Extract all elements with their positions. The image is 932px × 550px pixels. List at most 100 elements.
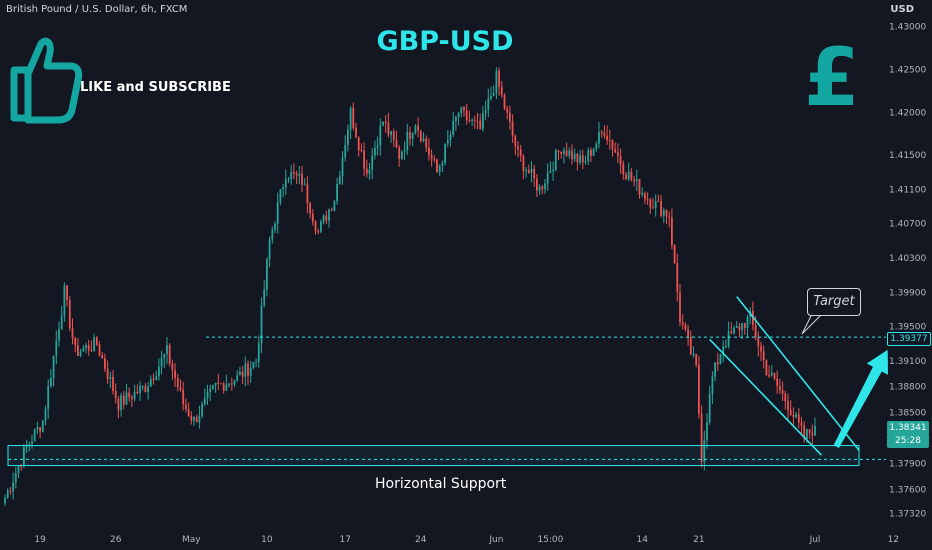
candle-body <box>309 203 311 214</box>
candle-body <box>630 171 633 180</box>
candle-body <box>762 351 765 360</box>
time-tick-label: 17 <box>339 535 350 545</box>
candle-body <box>201 403 203 416</box>
candle-body <box>506 108 509 113</box>
candle-body <box>503 94 506 109</box>
candle-body <box>23 447 25 466</box>
candle-body <box>87 345 90 351</box>
candle-body <box>803 425 806 439</box>
candle-body <box>698 364 700 414</box>
candle-body <box>193 417 195 421</box>
candle-body <box>328 209 330 221</box>
candle-body <box>6 490 9 499</box>
candle-body <box>657 200 660 202</box>
candle-body <box>654 200 657 209</box>
candle-body <box>114 391 117 399</box>
candle-body <box>649 199 652 208</box>
candle-body <box>598 131 600 144</box>
candle-body <box>136 391 139 394</box>
candle-body <box>692 353 695 355</box>
horizontal-support-label: Horizontal Support <box>375 476 507 492</box>
candle-body <box>482 113 484 129</box>
candle-body <box>711 376 714 394</box>
candle-body <box>722 346 725 355</box>
candle-body <box>660 201 662 216</box>
time-tick-label: 14 <box>636 535 648 545</box>
candle-body <box>511 121 514 136</box>
candle-body <box>552 170 554 172</box>
candle-body <box>379 125 382 146</box>
candle-body <box>60 315 63 330</box>
candle-body <box>101 355 104 358</box>
target-callout-pointer <box>801 313 823 335</box>
candle-body <box>295 173 298 176</box>
candle-body <box>681 322 684 325</box>
candle-body <box>533 169 536 179</box>
candle-body <box>595 143 598 149</box>
candle-body <box>217 382 220 384</box>
candle-body <box>573 153 576 160</box>
candle-body <box>487 98 490 111</box>
candle-body <box>468 120 471 122</box>
time-tick-label: Jul <box>809 535 821 545</box>
candle-body <box>689 336 692 355</box>
candle-body <box>646 199 649 201</box>
candle-body <box>422 138 425 141</box>
candle-body <box>257 343 260 362</box>
candle-body <box>633 179 635 182</box>
candle-body <box>36 426 39 430</box>
candle-body <box>743 323 746 328</box>
price-tick-label: 1.41500 <box>889 151 926 161</box>
time-tick-label: 10 <box>261 535 273 545</box>
candle-body <box>806 429 808 439</box>
candle-body <box>592 148 595 156</box>
candle-body <box>433 158 436 160</box>
candle-body <box>706 422 708 441</box>
candle-body <box>776 378 779 387</box>
candle-body <box>544 183 546 190</box>
candle-body <box>484 110 487 114</box>
candle-body <box>71 328 74 339</box>
price-tick-label: 1.38800 <box>889 383 926 393</box>
candle-body <box>787 401 789 411</box>
candle-body <box>212 385 214 389</box>
candle-body <box>455 117 457 122</box>
candle-body <box>82 348 85 352</box>
candle-body <box>811 432 814 436</box>
candle-body <box>546 172 549 184</box>
candle-body <box>419 130 422 141</box>
candle-body <box>568 150 571 156</box>
candle-body <box>441 163 444 166</box>
candle-body <box>214 382 217 386</box>
candle-body <box>293 171 295 174</box>
candle-body <box>77 345 79 357</box>
candle-body <box>622 164 625 175</box>
candle-body <box>714 362 716 377</box>
candle-body <box>773 372 776 379</box>
candle-body <box>735 326 738 328</box>
price-tick-label: 1.41100 <box>889 185 926 195</box>
candle-body <box>401 151 403 159</box>
candle-body <box>349 107 352 130</box>
candle-body <box>236 375 239 381</box>
candle-body <box>284 179 287 188</box>
candle-body <box>68 300 71 329</box>
candle-body <box>662 210 665 216</box>
channel-lower-line <box>709 338 823 456</box>
candle-body <box>519 149 522 157</box>
price-tick-label: 1.37320 <box>889 509 926 519</box>
candle-body <box>33 429 36 442</box>
candle-body <box>741 323 743 331</box>
candle-body <box>206 392 209 399</box>
candle-body <box>765 359 768 376</box>
candle-body <box>792 414 795 418</box>
candle-body <box>333 201 336 211</box>
candle-body <box>687 329 689 337</box>
candle-body <box>233 380 236 385</box>
candle-body <box>517 146 519 150</box>
candle-body <box>322 215 325 222</box>
candle-body <box>341 157 344 177</box>
candle-body <box>282 187 284 190</box>
candle-body <box>330 209 333 211</box>
